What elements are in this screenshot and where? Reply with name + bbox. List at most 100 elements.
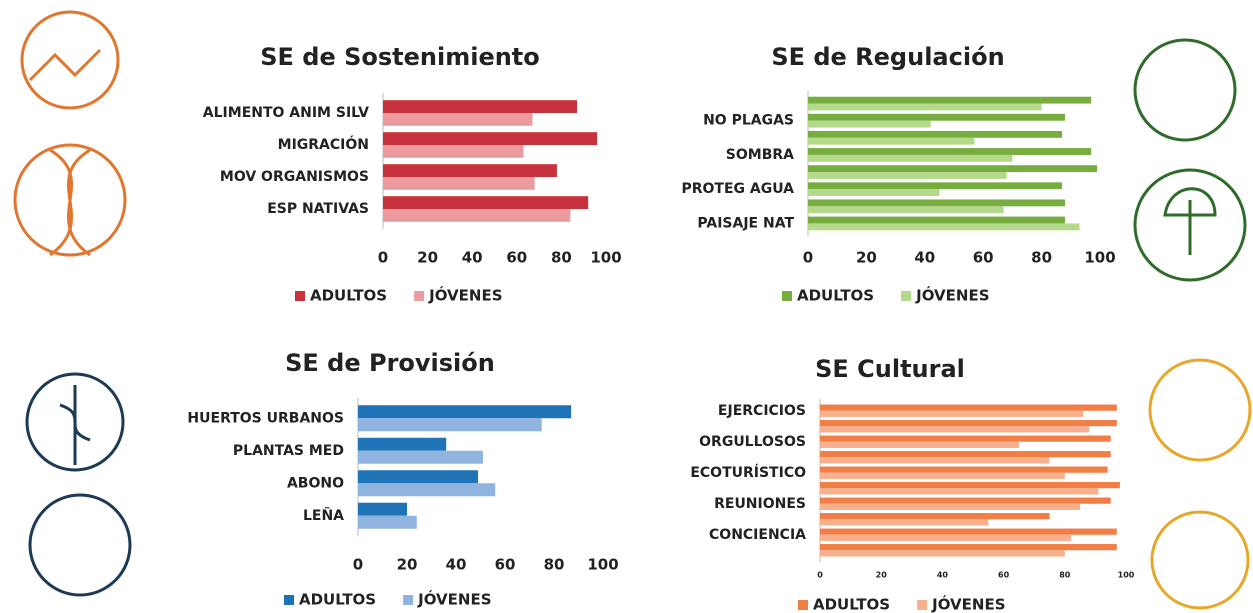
x-tick-label: 100 bbox=[590, 249, 621, 267]
legend-label: JÓVENES bbox=[428, 286, 502, 305]
category-label: ESP NATIVAS bbox=[267, 201, 369, 217]
bar bbox=[383, 209, 571, 222]
bar bbox=[358, 418, 542, 432]
legend-swatch bbox=[782, 291, 792, 301]
bar bbox=[808, 154, 1013, 162]
bar bbox=[808, 182, 1063, 190]
bar bbox=[358, 515, 417, 529]
bar bbox=[808, 113, 1065, 121]
legend-label: ADULTOS bbox=[310, 287, 387, 305]
bar bbox=[820, 420, 1117, 427]
bar bbox=[808, 165, 1098, 173]
x-tick-label: 60 bbox=[973, 249, 994, 267]
legend-label: ADULTOS bbox=[299, 591, 376, 609]
x-tick-label: 40 bbox=[446, 556, 467, 574]
category-label: ALIMENTO ANIM SILV bbox=[203, 105, 369, 121]
legend-label: ADULTOS bbox=[797, 287, 874, 305]
bar bbox=[820, 488, 1099, 495]
x-tick-label: 60 bbox=[998, 571, 1010, 580]
bar bbox=[820, 513, 1050, 520]
x-tick-label: 20 bbox=[856, 249, 877, 267]
bar bbox=[808, 148, 1092, 155]
icon bbox=[1133, 38, 1237, 142]
bar bbox=[808, 216, 1065, 224]
legend-label: JÓVENES bbox=[915, 286, 989, 305]
bar bbox=[820, 466, 1108, 473]
legend-label: JÓVENES bbox=[931, 595, 1005, 613]
icon bbox=[20, 10, 120, 110]
bar bbox=[808, 130, 1063, 138]
icon bbox=[28, 493, 132, 597]
category-label: PLANTAS MED bbox=[233, 443, 344, 459]
legend-label: JÓVENES bbox=[417, 590, 491, 609]
bar bbox=[358, 405, 572, 419]
legend-swatch bbox=[798, 600, 808, 610]
icon bbox=[1150, 510, 1250, 610]
bar bbox=[820, 528, 1117, 535]
icon bbox=[25, 372, 125, 472]
category-label: HUERTOS URBANOS bbox=[187, 410, 344, 426]
bar bbox=[820, 457, 1050, 464]
bar bbox=[820, 482, 1120, 489]
x-tick-label: 0 bbox=[353, 556, 363, 574]
chart-title: SE Cultural bbox=[815, 355, 965, 383]
bar bbox=[383, 164, 557, 177]
category-label: SOMBRA bbox=[726, 147, 794, 163]
x-tick-label: 40 bbox=[462, 249, 483, 267]
icon bbox=[1133, 168, 1247, 282]
bar bbox=[808, 137, 975, 145]
x-tick-label: 20 bbox=[876, 571, 888, 580]
category-label: MOV ORGANISMOS bbox=[220, 169, 369, 185]
icon bbox=[1148, 358, 1252, 462]
x-tick-label: 60 bbox=[506, 249, 527, 267]
bar bbox=[820, 404, 1117, 411]
category-label: NO PLAGAS bbox=[703, 113, 794, 129]
bar bbox=[808, 189, 940, 197]
category-label: EJERCICIOS bbox=[718, 403, 806, 419]
icon bbox=[59, 385, 91, 465]
x-tick-label: 20 bbox=[417, 249, 438, 267]
bar bbox=[808, 223, 1080, 231]
icon bbox=[1163, 187, 1217, 255]
bar bbox=[820, 503, 1081, 510]
x-tick-label: 20 bbox=[397, 556, 418, 574]
x-tick-label: 40 bbox=[914, 249, 935, 267]
icon bbox=[49, 148, 91, 257]
chart-title: SE de Regulación bbox=[771, 43, 1004, 71]
bar bbox=[820, 426, 1090, 433]
category-label: ABONO bbox=[287, 475, 344, 491]
bar bbox=[820, 441, 1019, 448]
legend-swatch bbox=[917, 600, 928, 610]
chart-title: SE de Sostenimiento bbox=[260, 43, 540, 71]
legend-swatch bbox=[403, 595, 414, 605]
legend-swatch bbox=[295, 291, 305, 301]
category-label: ORGULLOSOS bbox=[699, 434, 806, 450]
legend-swatch bbox=[414, 291, 425, 301]
legend-swatch bbox=[284, 595, 294, 605]
bar bbox=[383, 100, 578, 113]
category-label: ECOTURÍSTICO bbox=[690, 464, 806, 481]
bar bbox=[820, 534, 1071, 541]
x-tick-label: 80 bbox=[544, 556, 565, 574]
icon bbox=[28, 48, 102, 82]
bar bbox=[383, 177, 535, 190]
bar bbox=[383, 132, 598, 145]
bar bbox=[808, 103, 1042, 111]
category-label: LEÑA bbox=[303, 507, 344, 524]
icons bbox=[13, 10, 1252, 610]
chart-title: SE de Provisión bbox=[285, 349, 495, 377]
x-tick-label: 80 bbox=[1059, 571, 1071, 580]
bar bbox=[358, 502, 407, 516]
x-tick-label: 80 bbox=[551, 249, 572, 267]
x-tick-label: 60 bbox=[495, 556, 516, 574]
bar bbox=[808, 172, 1007, 179]
x-tick-label: 100 bbox=[1084, 249, 1115, 267]
bar bbox=[820, 472, 1065, 479]
bar bbox=[820, 435, 1111, 442]
x-tick-label: 0 bbox=[817, 571, 823, 580]
category-label: PROTEG AGUA bbox=[681, 181, 794, 197]
bar bbox=[358, 450, 483, 464]
bar bbox=[820, 451, 1111, 458]
bar bbox=[383, 113, 533, 126]
